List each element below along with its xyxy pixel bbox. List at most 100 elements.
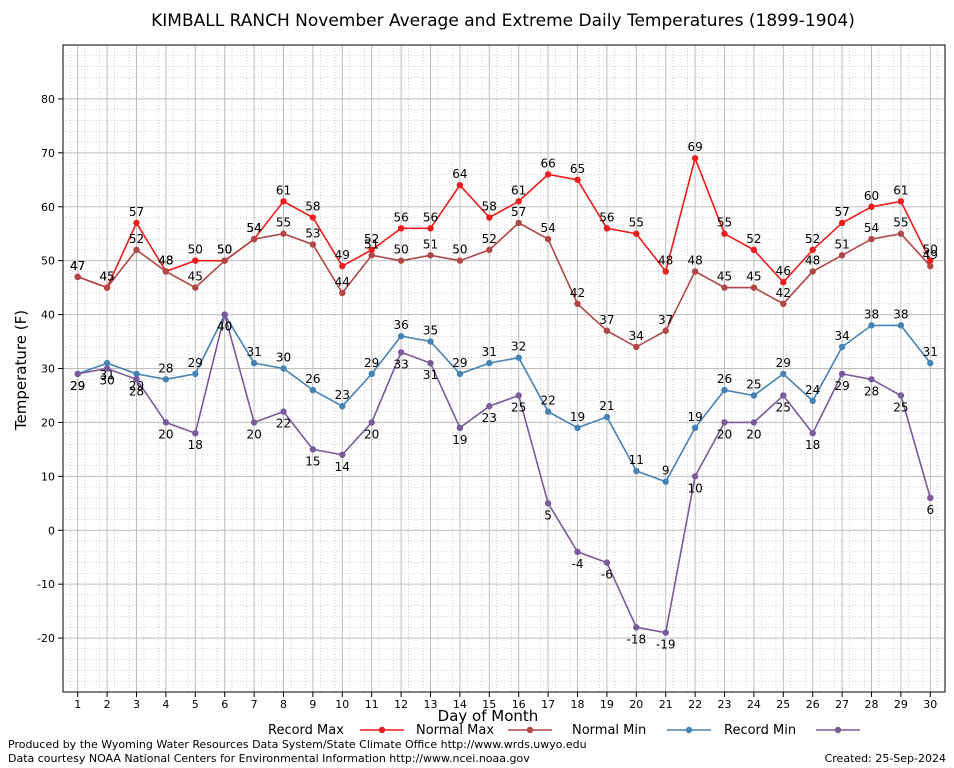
y-tick-label: 40 <box>41 309 55 322</box>
normal-max-data-label: 52 <box>129 232 144 246</box>
normal-max-point <box>691 268 699 275</box>
record-max-point <box>809 246 816 254</box>
normal-min-data-label: 25 <box>746 377 761 391</box>
legend-label-record-min: Record Min <box>724 723 796 738</box>
normal-min-data-label: 22 <box>540 394 555 408</box>
record-max-data-label: 46 <box>776 264 791 278</box>
normal-min-data-label: 19 <box>687 410 702 424</box>
normal-min-point <box>633 467 640 475</box>
record-min-point <box>103 365 111 372</box>
record-min-point <box>750 419 758 426</box>
record-max-data-label: 66 <box>540 156 555 170</box>
record-max-data-label: 52 <box>746 232 761 246</box>
record-min-point <box>486 403 493 410</box>
legend-label-record-max: Record Max <box>268 723 344 738</box>
normal-max-data-label: 45 <box>99 270 114 284</box>
normal-min-data-label: 28 <box>158 361 173 375</box>
normal-min-point <box>691 424 699 432</box>
normal-min-data-label: 29 <box>364 356 379 370</box>
record-min-data-label: -6 <box>601 568 613 582</box>
normal-min-data-label: 30 <box>276 351 291 365</box>
normal-min-data-label: 35 <box>423 324 438 338</box>
normal-max-point <box>250 235 258 243</box>
normal-min-point <box>368 370 375 378</box>
record-min-point <box>515 392 522 399</box>
x-tick-label: 14 <box>453 698 467 711</box>
legend: Record Max Normal Max Normal Min Record Min <box>268 723 860 738</box>
normal-max-point <box>515 219 522 227</box>
normal-min-data-label: 11 <box>629 453 644 467</box>
normal-min-data-label: 21 <box>599 399 614 413</box>
normal-max-data-label: 54 <box>246 221 261 235</box>
record-min-point <box>456 424 464 432</box>
normal-min-point <box>339 403 346 410</box>
record-min-data-label: 25 <box>893 400 908 414</box>
record-min-data-label: 18 <box>805 438 820 452</box>
normal-max-data-label: 55 <box>276 216 291 230</box>
record-min-data-label: -4 <box>572 557 584 571</box>
normal-min-data-label: 38 <box>893 307 908 321</box>
x-tick-label: 30 <box>923 698 937 711</box>
record-max-data-label: 61 <box>893 183 908 197</box>
normal-max-data-label: 34 <box>629 329 644 343</box>
record-min-point <box>838 370 846 378</box>
x-tick-label: 19 <box>600 698 614 711</box>
record-min-point <box>397 349 405 356</box>
normal-max-point <box>192 284 199 291</box>
normal-min-point <box>280 365 287 372</box>
record-max-point <box>721 230 728 237</box>
x-tick-label: 15 <box>482 698 496 711</box>
record-min-data-label: 20 <box>364 427 379 441</box>
record-max-point <box>397 225 405 232</box>
normal-max-data-label: 48 <box>687 253 702 267</box>
normal-min-line <box>77 312 931 483</box>
normal-min-point <box>250 359 258 367</box>
record-max-data-label: 48 <box>158 253 173 267</box>
record-min-point <box>721 419 728 426</box>
record-max-data-label: 45 <box>99 270 114 284</box>
record-min-point <box>868 376 875 383</box>
x-tick-label: 9 <box>309 698 316 711</box>
normal-min-point <box>456 370 464 378</box>
normal-max-data-label: 50 <box>217 243 232 257</box>
record-max-data-label: 50 <box>217 243 232 257</box>
normal-min-data-label: 29 <box>776 356 791 370</box>
legend-marker-record-min <box>834 726 842 734</box>
normal-max-data-label: 37 <box>658 313 673 327</box>
record-max-point <box>868 203 875 210</box>
record-max-point <box>427 225 434 232</box>
normal-min-point <box>133 370 140 378</box>
x-tick-label: 23 <box>718 698 732 711</box>
normal-max-point <box>162 268 170 275</box>
record-max-data-label: 55 <box>629 216 644 230</box>
normal-min-point <box>809 397 816 405</box>
normal-min-point <box>486 359 493 367</box>
x-axis-label: Day of Month <box>438 707 539 725</box>
record-min-data-label: 14 <box>335 460 350 474</box>
normal-max-data-label: 42 <box>776 286 791 300</box>
legend-marker-normal-min <box>685 726 693 734</box>
record-min-data-label: 33 <box>393 357 408 371</box>
normal-max-point <box>868 235 875 243</box>
normal-min-data-label: 32 <box>511 340 526 354</box>
x-tick-label: 20 <box>629 698 643 711</box>
normal-max-data-label: 55 <box>893 216 908 230</box>
record-min-data-label: 25 <box>776 400 791 414</box>
normal-min-data-label: 31 <box>923 345 938 359</box>
normal-max-line <box>77 221 931 348</box>
record-min-data-label: 20 <box>717 427 732 441</box>
record-min-data-label: 31 <box>423 368 438 382</box>
chart-title: KIMBALL RANCH November Average and Extre… <box>151 11 855 31</box>
x-tick-label: 5 <box>192 698 199 711</box>
normal-max-point <box>309 241 317 248</box>
record-max-data-label: 69 <box>687 140 702 154</box>
x-tick-label: 2 <box>104 698 111 711</box>
normal-max-data-label: 45 <box>188 270 203 284</box>
record-max-data-label: 58 <box>305 200 320 214</box>
normal-min-point <box>397 332 405 340</box>
normal-max-data-label: 51 <box>423 237 438 251</box>
record-max-data-label: 50 <box>923 243 938 257</box>
x-tick-label: 18 <box>571 698 585 711</box>
normal-max-data-label: 49 <box>923 248 938 262</box>
normal-min-data-label: 19 <box>570 410 585 424</box>
